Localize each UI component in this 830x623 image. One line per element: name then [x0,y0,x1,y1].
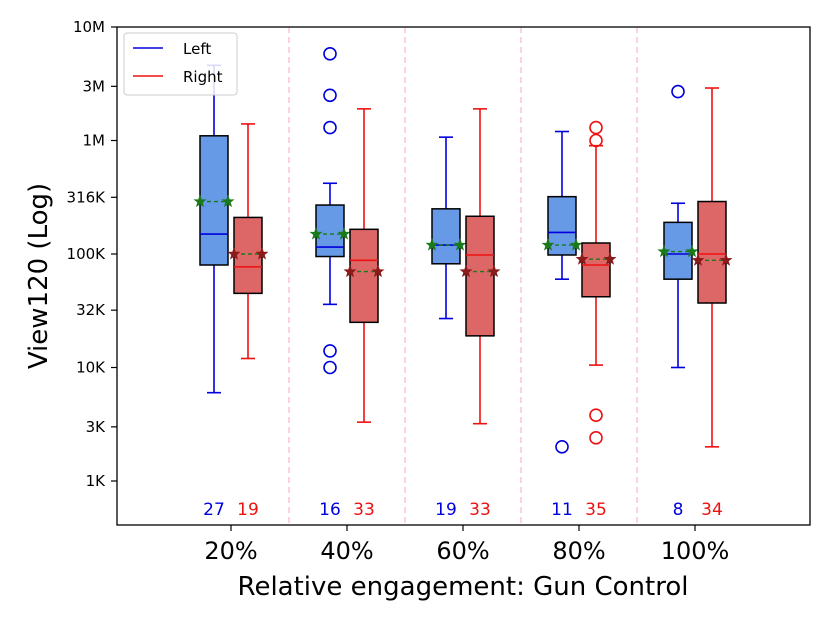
mean-star-marker [425,238,439,251]
x-axis-label: Relative engagement: Gun Control [238,572,689,602]
y-axis-label: View120 (Log) [24,183,54,369]
outlier-point [323,344,337,358]
iqr-box [431,208,461,265]
right-box-group [575,120,617,445]
x-tick-label: 100% [661,537,730,565]
right-count-label: 34 [701,500,723,520]
box-elements [193,47,733,454]
mean-star-marker [569,238,583,251]
mean-star-marker [691,253,705,266]
outlier-point [589,133,603,148]
mean-star-marker [541,238,555,251]
y-tick-label: 316K [67,188,107,206]
mean-star-marker [343,264,357,278]
iqr-box [315,204,345,258]
mean-star-marker [193,194,207,208]
y-tick-label: 10K [76,359,106,377]
mean-star-marker [227,247,241,260]
left-count-label: 16 [319,500,341,520]
iqr-box [697,200,727,304]
left-box-group [657,84,699,369]
outlier-point [323,120,337,135]
mean-star-marker [309,227,323,240]
outlier-point [589,408,603,422]
legend: Left Right [123,32,238,96]
mean-star-marker [719,253,733,266]
left-count-label: 11 [551,500,573,520]
right-box-group [227,123,269,360]
y-tick-label: 32K [76,301,106,319]
left-count-label: 8 [673,500,684,520]
iqr-box [547,195,577,256]
x-tick-label: 20% [204,537,257,565]
outlier-point [589,431,603,445]
right-count-label: 33 [353,500,375,520]
y-tick-label: 3K [86,418,107,436]
outlier-point [323,88,337,103]
x-axis: 20% 40% 60% 80% 100% [204,525,729,565]
right-count-label: 33 [469,500,491,520]
left-count-label: 19 [435,500,457,520]
legend-right-label: Right [183,68,223,86]
left-count-label: 27 [203,500,225,520]
y-tick-label: 10M [73,18,105,36]
y-tick-label: 1M [83,132,106,150]
left-box-group [309,47,351,375]
mean-star-marker [459,264,473,278]
mean-star-marker [255,247,269,260]
iqr-box [349,228,379,324]
mean-star-marker [371,264,385,278]
category-dividers [288,27,638,525]
right-count-label: 35 [585,500,607,520]
iqr-box [581,242,611,298]
legend-left-label: Left [183,40,211,58]
mean-star-marker [575,252,589,265]
iqr-box [465,215,495,337]
x-tick-label: 40% [320,537,373,565]
x-tick-label: 80% [552,537,605,565]
y-tick-label: 100K [67,245,107,263]
right-box-group [343,108,385,423]
outlier-point [589,120,603,135]
mean-star-marker [453,238,467,251]
left-box-group [541,130,583,454]
left-box-group [425,136,467,320]
sample-counts: 27 16 19 11 8 19 33 33 35 34 [203,500,723,520]
y-tick-label: 1K [86,472,107,490]
y-tick-label: 3M [83,77,106,95]
right-count-label: 19 [237,500,259,520]
mean-star-marker [685,244,699,258]
outlier-point [671,84,685,99]
outlier-point [555,440,569,454]
outlier-point [323,47,337,61]
mean-star-marker [221,194,235,208]
iqr-box [233,216,263,295]
left-box-group [193,64,235,394]
outlier-point [323,360,337,375]
y-axis: 1K 3K 10K 32K 100K 316K 1M 3M 10M [67,18,117,490]
mean-star-marker [487,264,501,278]
mean-star-marker [603,252,617,265]
x-tick-label: 60% [436,537,489,565]
right-box-group [691,87,733,448]
mean-star-marker [657,244,671,258]
right-box-group [459,108,501,425]
mean-star-marker [337,227,351,240]
